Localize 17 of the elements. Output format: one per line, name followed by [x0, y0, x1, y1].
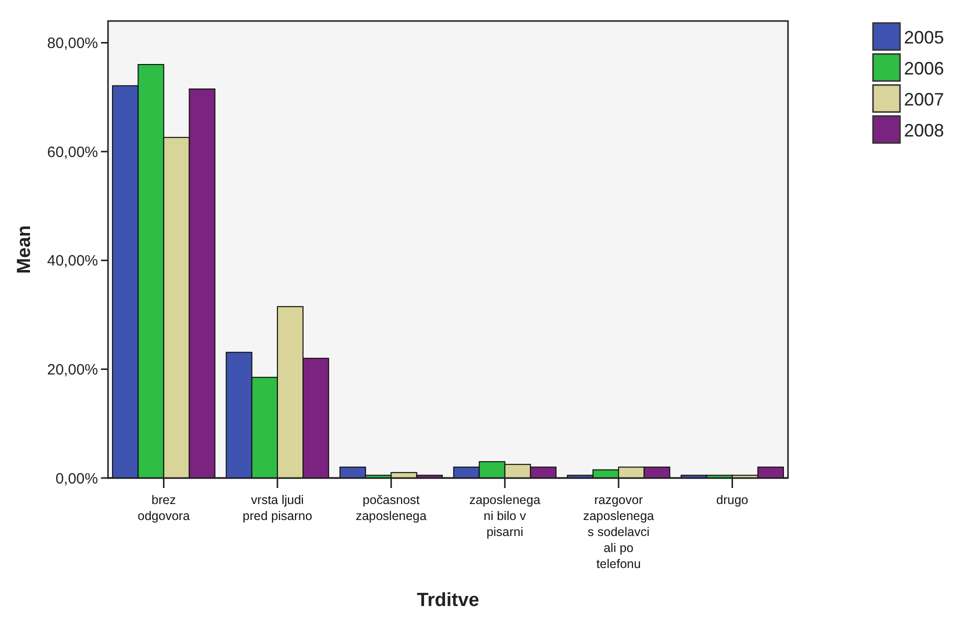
x-axis-title: Trditve: [416, 590, 480, 611]
y-tick-label: 20,00%: [47, 361, 98, 378]
legend-label: 2006: [904, 58, 944, 78]
x-tick-label: počasnost zaposlenega: [356, 493, 427, 523]
legend-label: 2008: [904, 120, 944, 140]
x-tick-label: vrsta ljudi pred pisarno: [242, 493, 312, 523]
x-tick-label: zaposlenega ni bilo v pisarni: [469, 493, 540, 539]
y-tick-label: 40,00%: [47, 252, 98, 270]
legend-label: 2007: [904, 89, 944, 110]
y-tick-label: 60,00%: [47, 144, 98, 161]
legend-label: 2005: [904, 27, 944, 48]
y-tick-label: 80,00%: [47, 35, 98, 52]
x-tick-label: razgovor zaposlenega s sodelavci ali po telefonu: [583, 493, 654, 571]
x-tick-label: drugo: [716, 493, 748, 507]
y-axis-title: Mean: [14, 225, 35, 274]
x-tick-label: brez odgovora: [138, 493, 190, 523]
y-tick-label: 0,00%: [55, 470, 98, 488]
